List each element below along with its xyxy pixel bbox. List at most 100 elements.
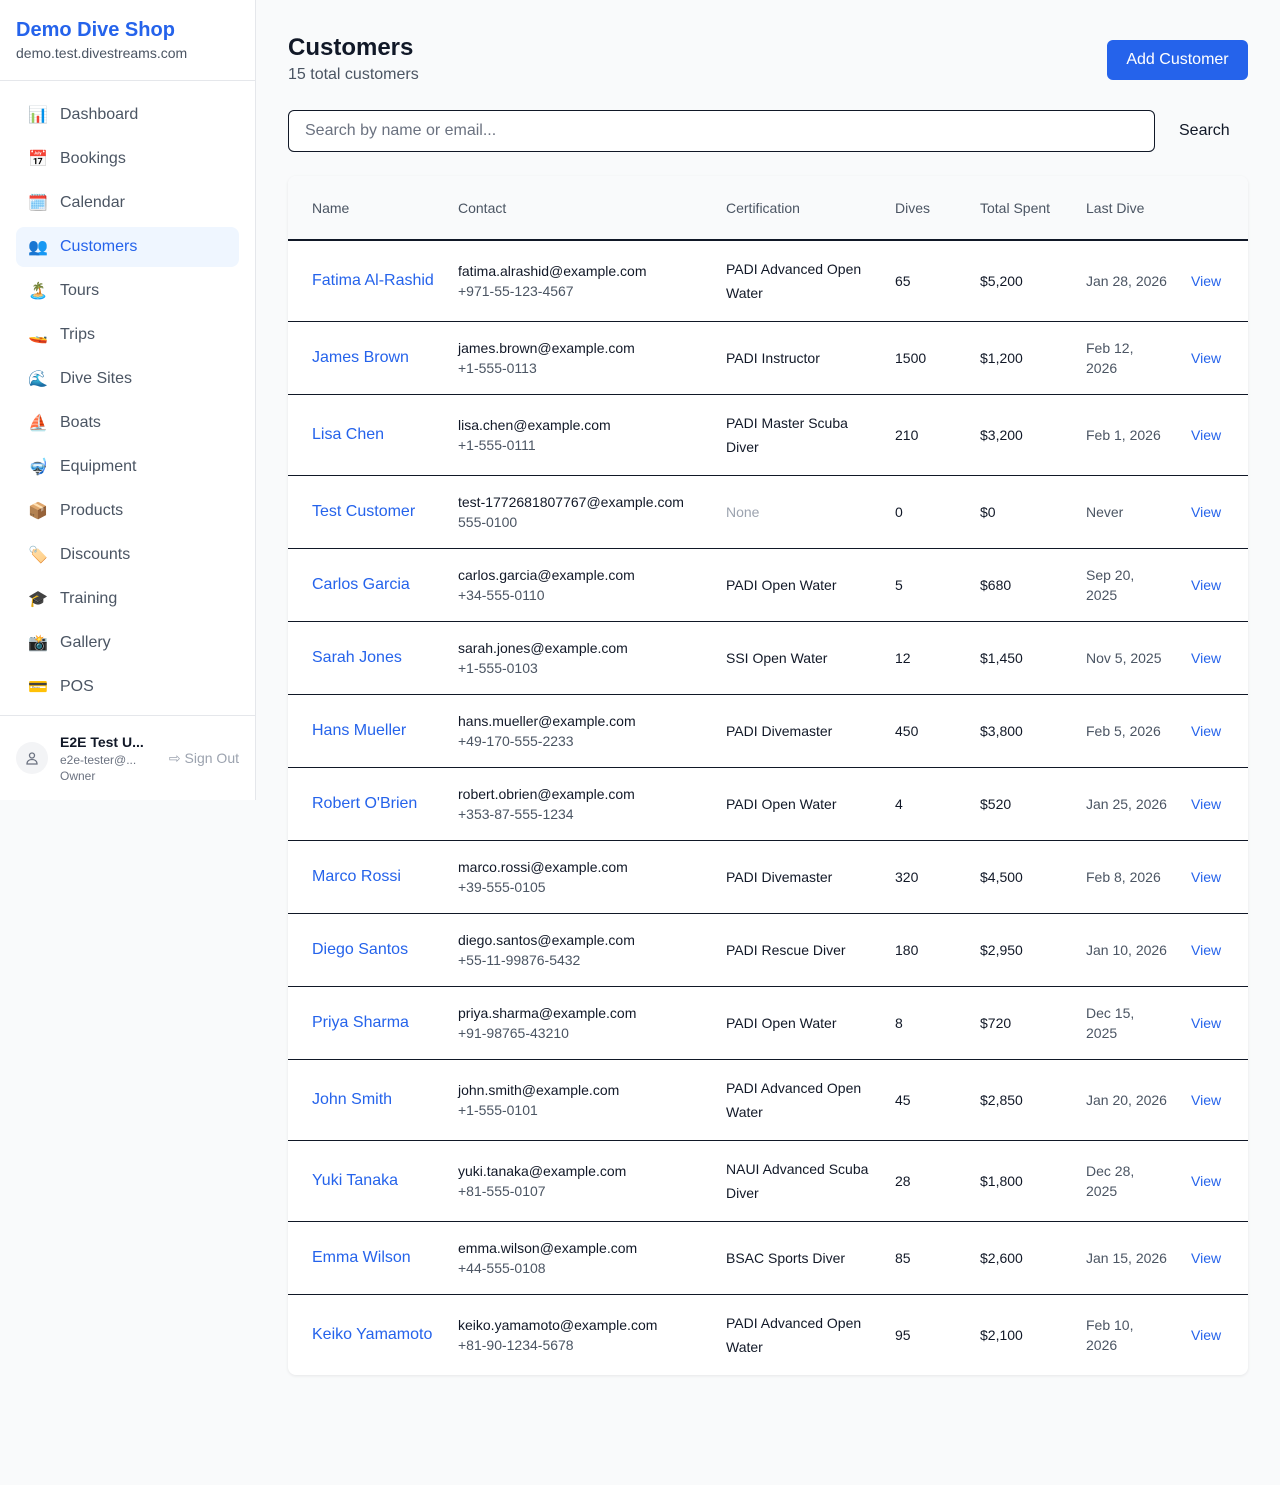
view-link[interactable]: View: [1191, 350, 1222, 366]
view-link[interactable]: View: [1191, 1173, 1222, 1189]
customer-phone: 555-0100: [458, 514, 518, 530]
sidebar-item-gallery[interactable]: 📸 Gallery: [16, 623, 239, 663]
dives-count: 180: [871, 913, 956, 987]
certification: NAUI Advanced Scuba Diver: [726, 1161, 869, 1201]
customer-phone: +34-555-0110: [458, 587, 545, 603]
sidebar-item-bookings[interactable]: 📅 Bookings: [16, 139, 239, 179]
dives-count: 210: [871, 394, 956, 476]
sign-out-label: Sign Out: [184, 749, 239, 766]
sidebar-item-calendar[interactable]: 🗓️ Calendar: [16, 183, 239, 223]
view-link[interactable]: View: [1191, 504, 1222, 520]
sidebar-item-discounts[interactable]: 🏷️ Discounts: [16, 535, 239, 575]
last-dive: Jan 28, 2026: [1086, 273, 1167, 289]
view-link[interactable]: View: [1191, 273, 1222, 289]
pos-icon: 💳: [28, 679, 48, 696]
certification: PADI Divemaster: [726, 869, 833, 885]
dives-count: 95: [895, 1327, 911, 1343]
customer-name-link[interactable]: Diego Santos: [312, 941, 409, 958]
customer-name-link[interactable]: Test Customer: [312, 503, 416, 520]
table-row: Carlos Garcia carlos.garcia@example.com +…: [288, 548, 1248, 622]
sidebar-item-label: Equipment: [60, 458, 137, 475]
customer-name-link[interactable]: Lisa Chen: [312, 426, 385, 443]
shop-name[interactable]: Demo Dive Shop: [16, 19, 175, 41]
total-spent: $4,500: [956, 840, 1062, 914]
customer-name-link[interactable]: Fatima Al-Rashid: [312, 272, 434, 289]
customer-name-link[interactable]: Priya Sharma: [312, 1014, 409, 1031]
certification: BSAC Sports Diver: [726, 1250, 846, 1266]
dives-count: 5: [871, 548, 956, 622]
view-link[interactable]: View: [1191, 1327, 1222, 1343]
view-link[interactable]: View: [1191, 650, 1222, 666]
sidebar-item-dashboard[interactable]: 📊 Dashboard: [16, 95, 239, 135]
search-input[interactable]: [288, 110, 1155, 152]
total-spent: $3,800: [956, 694, 1062, 768]
last-dive: Feb 10, 2026: [1086, 1317, 1134, 1353]
customer-phone: +91-98765-43210: [458, 1025, 569, 1041]
customer-email: test-1772681807767@example.com: [458, 494, 684, 510]
training-icon: 🎓: [28, 591, 48, 608]
dive-sites-icon: 🌊: [28, 371, 48, 388]
customer-name-link[interactable]: James Brown: [312, 349, 409, 366]
dives-count: 85: [871, 1221, 956, 1295]
certification: PADI Open Water: [726, 1015, 837, 1031]
last-dive: Nov 5, 2025: [1086, 650, 1162, 666]
sidebar-item-pos[interactable]: 💳 POS: [16, 667, 239, 707]
sidebar-item-equipment[interactable]: 🤿 Equipment: [16, 447, 239, 487]
customer-email: keiko.yamamoto@example.com: [458, 1317, 658, 1333]
total-spent: $520: [956, 767, 1062, 841]
bookings-icon: 📅: [28, 151, 48, 168]
search-button[interactable]: Search: [1179, 122, 1230, 139]
customer-name-link[interactable]: Keiko Yamamoto: [312, 1326, 433, 1343]
sign-out-button[interactable]: ⇨ Sign Out: [169, 750, 239, 767]
sidebar-item-products[interactable]: 📦 Products: [16, 491, 239, 531]
column-header-dives: Dives: [871, 176, 956, 241]
view-link[interactable]: View: [1191, 1015, 1222, 1031]
customer-phone: +1-555-0111: [458, 437, 536, 453]
view-link[interactable]: View: [1191, 942, 1222, 958]
sidebar-item-boats[interactable]: ⛵ Boats: [16, 403, 239, 443]
customer-name-link[interactable]: Marco Rossi: [312, 868, 401, 885]
gallery-icon: 📸: [28, 635, 48, 652]
boats-icon: ⛵: [28, 415, 48, 432]
customer-phone: +1-555-0113: [458, 360, 537, 376]
table-row: Priya Sharma priya.sharma@example.com +91…: [288, 986, 1248, 1060]
last-dive: Dec 28, 2025: [1086, 1163, 1135, 1199]
view-link[interactable]: View: [1191, 1092, 1222, 1108]
view-link[interactable]: View: [1191, 869, 1222, 885]
customer-email: john.smith@example.com: [458, 1082, 620, 1098]
search-bar: Search: [288, 110, 1248, 152]
customer-email: james.brown@example.com: [458, 340, 635, 356]
customer-name-link[interactable]: Emma Wilson: [312, 1249, 411, 1266]
sidebar-item-dive-sites[interactable]: 🌊 Dive Sites: [16, 359, 239, 399]
customer-name-link[interactable]: Robert O'Brien: [312, 795, 418, 812]
user-name: E2E Test U...: [60, 734, 144, 750]
sidebar-item-training[interactable]: 🎓 Training: [16, 579, 239, 619]
table-header: Name Contact Certification Dives Total Spent…: [288, 176, 1248, 241]
view-link[interactable]: View: [1191, 427, 1222, 443]
sidebar-item-customers[interactable]: 👥 Customers: [16, 227, 239, 267]
customer-name-link[interactable]: Carlos Garcia: [312, 576, 410, 593]
sidebar-item-label: Trips: [60, 326, 95, 343]
customer-name-link[interactable]: Hans Mueller: [312, 722, 407, 739]
view-link[interactable]: View: [1191, 1250, 1222, 1266]
shop-domain: demo.test.divestreams.com: [16, 45, 188, 61]
table-row: Marco Rossi marco.rossi@example.com +39-5…: [288, 840, 1248, 914]
customer-name-link[interactable]: Yuki Tanaka: [312, 1172, 398, 1189]
sidebar-item-label: POS: [60, 678, 94, 695]
certification: PADI Rescue Diver: [726, 942, 846, 958]
user-avatar-icon: [16, 742, 48, 774]
customer-name-link[interactable]: Sarah Jones: [312, 649, 402, 666]
sidebar-item-tours[interactable]: 🏝️ Tours: [16, 271, 239, 311]
total-spent: $3,200: [956, 394, 1062, 476]
customer-phone: +353-87-555-1234: [458, 806, 574, 822]
view-link[interactable]: View: [1191, 723, 1222, 739]
add-customer-button[interactable]: Add Customer: [1107, 40, 1248, 80]
user-email: e2e-tester@...: [60, 753, 137, 767]
sidebar-item-trips[interactable]: 🚤 Trips: [16, 315, 239, 355]
view-link[interactable]: View: [1191, 796, 1222, 812]
customer-name-link[interactable]: John Smith: [312, 1091, 393, 1108]
user-panel: E2E Test U... e2e-tester@... Owner ⇨ Sig…: [0, 715, 255, 800]
table-row: Sarah Jones sarah.jones@example.com +1-55…: [288, 621, 1248, 695]
view-link[interactable]: View: [1191, 577, 1222, 593]
customer-count: 15 total customers: [288, 66, 419, 83]
